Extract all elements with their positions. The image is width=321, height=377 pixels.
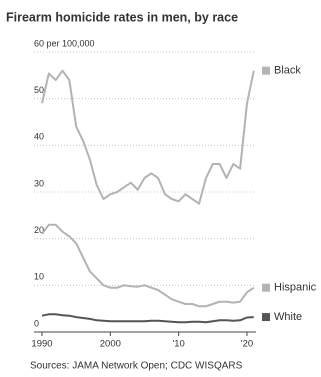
source-note: Sources: JAMA Network Open; CDC WISQARS	[30, 361, 243, 372]
x-tick-label: 2000	[100, 339, 121, 350]
y-tick-label: 50	[34, 85, 44, 95]
x-tick-label: 1990	[31, 339, 52, 350]
series-line	[41, 69, 255, 205]
y-tick-label: 60 per 100,000	[34, 38, 95, 48]
y-tick-label: 40	[34, 132, 44, 142]
x-tick-label: '10	[172, 339, 184, 350]
x-tick-label: '20	[241, 339, 253, 350]
y-tick-label: 20	[34, 225, 44, 235]
series-line	[41, 313, 254, 324]
legend-label: White	[274, 311, 302, 323]
legend-label: Hispanic	[274, 282, 317, 294]
y-tick-label: 30	[34, 178, 44, 188]
legend-swatch	[262, 283, 270, 292]
chart-title: Firearm homicide rates in men, by race	[6, 10, 238, 24]
legend-swatch	[262, 313, 270, 322]
legend-label: Black	[274, 65, 301, 77]
y-tick-label: 0	[34, 318, 39, 328]
legend-swatch	[262, 66, 270, 75]
y-tick-label: 10	[34, 272, 44, 282]
series-line	[41, 223, 255, 308]
